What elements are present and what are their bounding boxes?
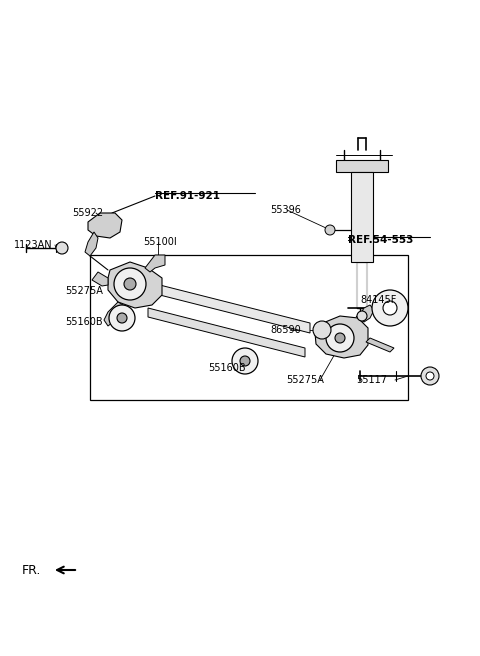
Bar (90, 255, 408, 400)
Circle shape (109, 305, 135, 331)
Polygon shape (85, 232, 98, 256)
Circle shape (426, 372, 434, 380)
Circle shape (325, 225, 335, 235)
Polygon shape (108, 262, 162, 308)
Circle shape (383, 301, 397, 315)
Text: 55160B: 55160B (208, 363, 246, 373)
Text: 55100I: 55100I (143, 237, 177, 247)
Polygon shape (104, 302, 128, 326)
Polygon shape (315, 316, 368, 358)
Bar (336, 160, 388, 172)
Circle shape (114, 268, 146, 300)
Text: 84145F: 84145F (360, 295, 396, 305)
Polygon shape (92, 272, 108, 286)
Text: FR.: FR. (22, 564, 41, 577)
Polygon shape (140, 280, 310, 333)
Text: REF.54-553: REF.54-553 (348, 235, 413, 245)
Text: 55275A: 55275A (65, 286, 103, 296)
Text: 55396: 55396 (270, 205, 301, 215)
Polygon shape (145, 255, 165, 272)
Circle shape (56, 242, 68, 254)
Text: 55117: 55117 (356, 375, 387, 385)
Text: 55922: 55922 (72, 208, 103, 218)
Circle shape (335, 333, 345, 343)
Circle shape (232, 348, 258, 374)
Polygon shape (358, 305, 374, 322)
Circle shape (124, 278, 136, 290)
Circle shape (326, 324, 354, 352)
Text: 55275A: 55275A (286, 375, 324, 385)
Text: REF.91-921: REF.91-921 (155, 191, 220, 201)
Circle shape (313, 321, 331, 339)
Text: 1123AN: 1123AN (14, 240, 53, 250)
Text: 55160B: 55160B (65, 317, 103, 327)
Circle shape (357, 311, 367, 321)
Circle shape (240, 356, 250, 366)
Circle shape (421, 367, 439, 385)
Polygon shape (366, 338, 394, 352)
Text: 86590: 86590 (270, 325, 301, 335)
Polygon shape (88, 213, 122, 238)
Circle shape (117, 313, 127, 323)
Bar (351, 172, 373, 262)
Circle shape (372, 290, 408, 326)
Polygon shape (148, 308, 305, 357)
